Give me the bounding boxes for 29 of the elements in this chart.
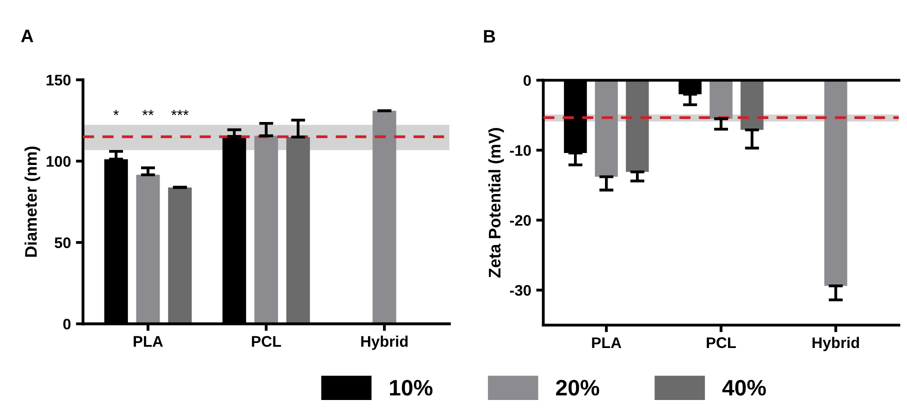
y-tick-label: 50 [54,237,71,248]
y-tick-label: 100 [46,156,71,167]
y-axis-title: Diameter (nm) [24,146,40,257]
bar [136,174,160,324]
x-tick-label: PLA [592,337,622,348]
chart-title: A [21,30,34,42]
x-tick-label: Hybrid [812,336,859,352]
y-axis-title: Zeta Potential (mV) [488,128,504,278]
annotation: ** [142,110,154,116]
y-tick-label: -10 [510,145,531,156]
bar [254,136,278,324]
x-tick-label: PCL [706,337,736,348]
legend-label: 40% [722,380,766,396]
y-tick-label: 0 [63,318,71,330]
y-tick-label: 0 [524,75,531,86]
chart-title: B [484,30,496,43]
legend-label: 10% [390,380,432,396]
bar [168,187,192,324]
bar [372,110,396,324]
annotation: * [113,110,119,116]
x-tick-label: Hybrid [361,336,408,350]
y-tick-label: -20 [510,215,531,226]
annotation: *** [171,110,189,116]
y-tick-label: -30 [510,284,531,296]
x-tick-label: PCL [252,336,282,347]
legend-label: 20% [556,380,600,396]
y-tick-label: 150 [46,74,71,86]
bar [286,137,310,324]
x-tick-label: PLA [134,336,163,347]
